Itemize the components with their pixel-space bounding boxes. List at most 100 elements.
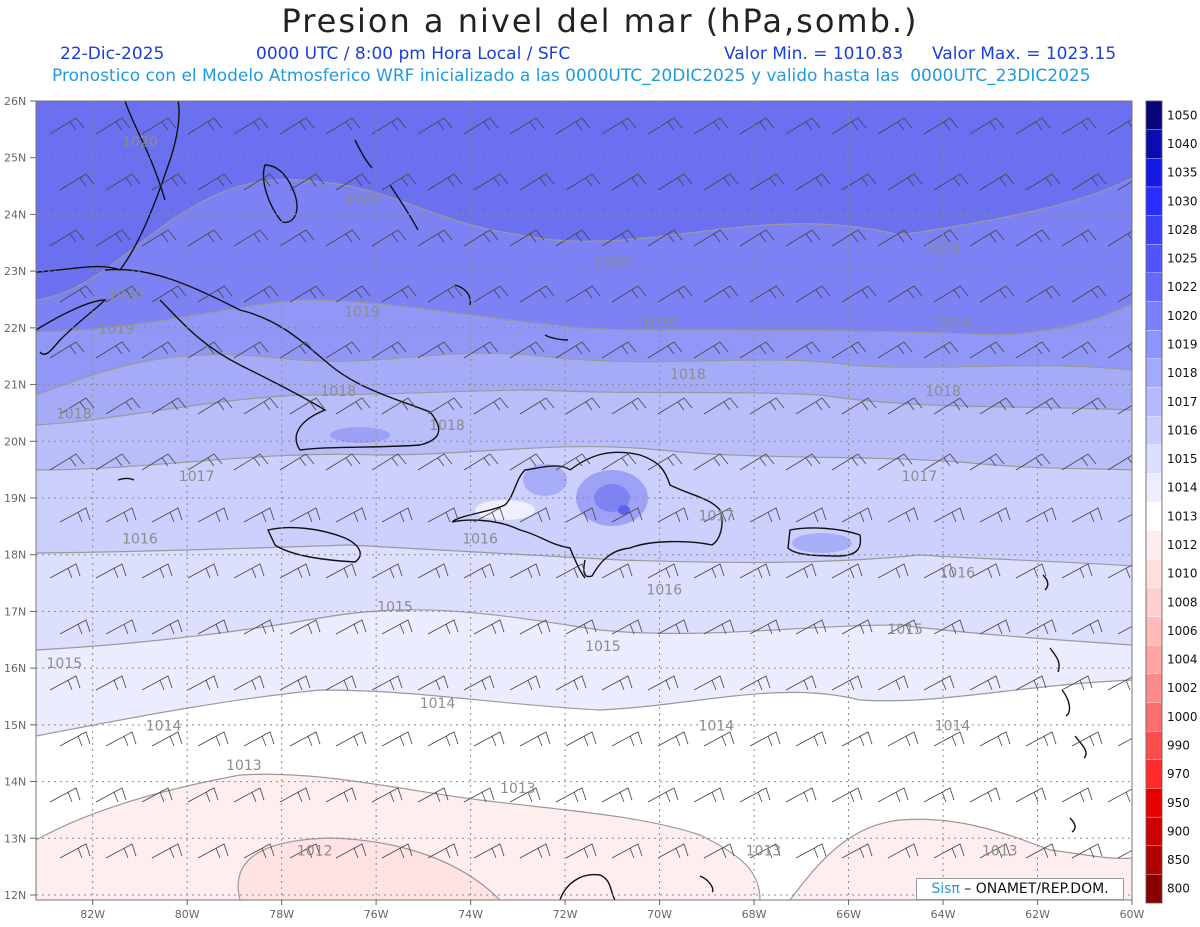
wind-barb: [887, 173, 923, 191]
wind-barb: [371, 229, 407, 247]
wind-barb: [887, 397, 923, 415]
coastlines: [36, 101, 1087, 900]
wind-barb: [749, 843, 781, 859]
wind-barb: [785, 341, 821, 359]
wind-barb: [1025, 731, 1057, 747]
wind-barb: [243, 507, 275, 523]
coast-tc: [544, 334, 569, 341]
colorbar-label: 1012: [1167, 538, 1198, 552]
wind-barb: [335, 397, 371, 415]
wind-barb: [519, 843, 551, 859]
wind-barb: [933, 507, 965, 523]
isobar-label: 1020: [122, 134, 158, 150]
wind-barb: [49, 675, 81, 691]
wind-barb: [325, 341, 361, 359]
wind-barb: [841, 507, 873, 523]
coast-dr: [569, 451, 723, 578]
wind-barb: [1071, 619, 1103, 635]
wind-barb: [197, 619, 229, 635]
wind-barb: [141, 563, 173, 579]
wind-barb: [969, 229, 1005, 247]
wind-barb: [703, 619, 735, 635]
wind-barb: [1071, 397, 1107, 415]
wind-barb: [1071, 731, 1103, 747]
wind-barb: [565, 507, 597, 523]
wind-barb: [831, 563, 863, 579]
lon-label: 66W: [836, 908, 861, 921]
wind-barb: [289, 397, 325, 415]
wind-barb: [1015, 117, 1051, 135]
colorbar-swatch: [1145, 100, 1163, 130]
wind-barb: [627, 899, 629, 900]
colorbar-swatch: [1145, 244, 1163, 274]
isobar-label: 1020: [595, 253, 631, 269]
isobar-label: 1014: [935, 719, 971, 735]
lon-label: 60W: [1120, 908, 1145, 921]
colorbar-label: 1022: [1167, 280, 1198, 294]
lon-label: 78W: [269, 908, 294, 921]
wind-barb: [933, 285, 969, 303]
wind-barb: [279, 117, 315, 135]
wind-barb: [197, 397, 233, 415]
wind-barb: [279, 453, 315, 471]
wind-barb: [463, 117, 499, 135]
wind-barb: [49, 453, 85, 471]
isobar-label: 1016: [462, 531, 498, 547]
wind-barb: [279, 341, 315, 359]
wind-barb: [795, 173, 831, 191]
wind-barb: [151, 397, 187, 415]
wind-barb: [49, 229, 85, 247]
wind-barb: [657, 507, 689, 523]
band-1011: [238, 838, 500, 900]
wind-barb: [795, 285, 831, 303]
low-hispaniola-3: [618, 505, 630, 515]
wind-barb: [417, 563, 449, 579]
wind-barb: [289, 285, 325, 303]
wind-barb: [1025, 285, 1061, 303]
wind-barb: [289, 173, 325, 191]
wind-barb: [1061, 117, 1097, 135]
wind-barb: [811, 899, 813, 900]
wind-barb: [749, 173, 785, 191]
wind-barb: [979, 397, 1015, 415]
wind-barb: [831, 341, 867, 359]
wind-barb: [565, 619, 597, 635]
wind-barb: [151, 619, 183, 635]
wind-barb: [49, 341, 85, 359]
wind-barb: [325, 787, 357, 803]
wind-barb: [289, 843, 321, 859]
wind-barb: [1015, 453, 1051, 471]
wind-barb: [49, 117, 85, 135]
wind-barb: [473, 619, 505, 635]
wind-barb: [841, 731, 873, 747]
lon-label: 64W: [931, 908, 956, 921]
colorbar-label: 1040: [1167, 137, 1198, 151]
wind-barb: [371, 341, 407, 359]
wind-barb: [417, 787, 449, 803]
lat-label: 20N: [4, 435, 26, 448]
wind-barb: [647, 341, 683, 359]
lat-label: 14N: [4, 776, 26, 789]
colorbar-swatch: [1145, 415, 1163, 445]
wind-barb: [243, 173, 279, 191]
wind-barb: [1107, 118, 1132, 135]
wind-barb: [841, 173, 877, 191]
colorbar-swatch: [1145, 730, 1163, 760]
wind-barb: [1061, 229, 1097, 247]
wind-barb: [647, 229, 683, 247]
wind-barb: [601, 229, 637, 247]
wind-barb: [785, 453, 821, 471]
wind-barb: [647, 453, 683, 471]
wind-barb: [141, 341, 177, 359]
lon-label: 70W: [647, 908, 672, 921]
lon-label: 76W: [364, 908, 389, 921]
wind-barb: [509, 229, 545, 247]
wind-barb: [427, 731, 459, 747]
colorbar-label: 990: [1167, 738, 1190, 752]
wind-barb: [427, 173, 463, 191]
wind-barb: [167, 899, 169, 900]
wind-barb: [1025, 397, 1061, 415]
wind-barb: [555, 117, 591, 135]
wind-barb: [1025, 507, 1057, 523]
